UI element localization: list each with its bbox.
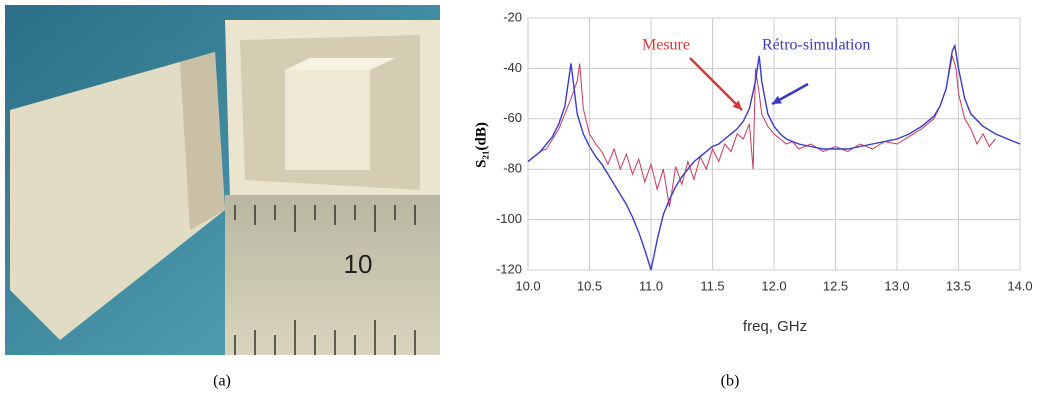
y-tick-label: -100 xyxy=(496,211,522,226)
x-tick-label: 13.5 xyxy=(946,278,971,293)
x-tick-label: 13.0 xyxy=(884,278,909,293)
series-line xyxy=(527,55,996,208)
x-tick-label: 11.5 xyxy=(700,278,724,293)
arrow-head xyxy=(772,95,782,104)
series-line xyxy=(527,43,1021,271)
x-axis-label: freq, GHz xyxy=(743,318,807,335)
annotation-arrow xyxy=(689,57,743,111)
caption-a: (a) xyxy=(213,373,231,390)
annotation: Rétro-simulation xyxy=(762,37,870,54)
y-tick-label: -80 xyxy=(503,161,522,176)
y-axis-label: S₂₁(dB) xyxy=(473,122,489,168)
x-tick-label: 11.0 xyxy=(639,278,663,293)
y-tick-label: -60 xyxy=(503,110,522,125)
x-tick-label: 10.0 xyxy=(515,278,540,293)
x-tick-label: 14.0 xyxy=(1007,278,1032,293)
annotation: Mesure xyxy=(642,37,690,54)
x-tick-label: 12.5 xyxy=(823,278,848,293)
arrow-head xyxy=(732,100,742,110)
y-tick-label: -120 xyxy=(496,261,522,276)
y-tick-label: -20 xyxy=(503,9,522,24)
caption-b: (b) xyxy=(721,373,740,390)
x-tick-label: 10.5 xyxy=(577,278,602,293)
x-tick-label: 12.0 xyxy=(761,278,786,293)
photo: 10 xyxy=(5,5,440,355)
y-tick-label: -40 xyxy=(503,60,522,75)
ruler-label: 10 xyxy=(344,249,373,279)
